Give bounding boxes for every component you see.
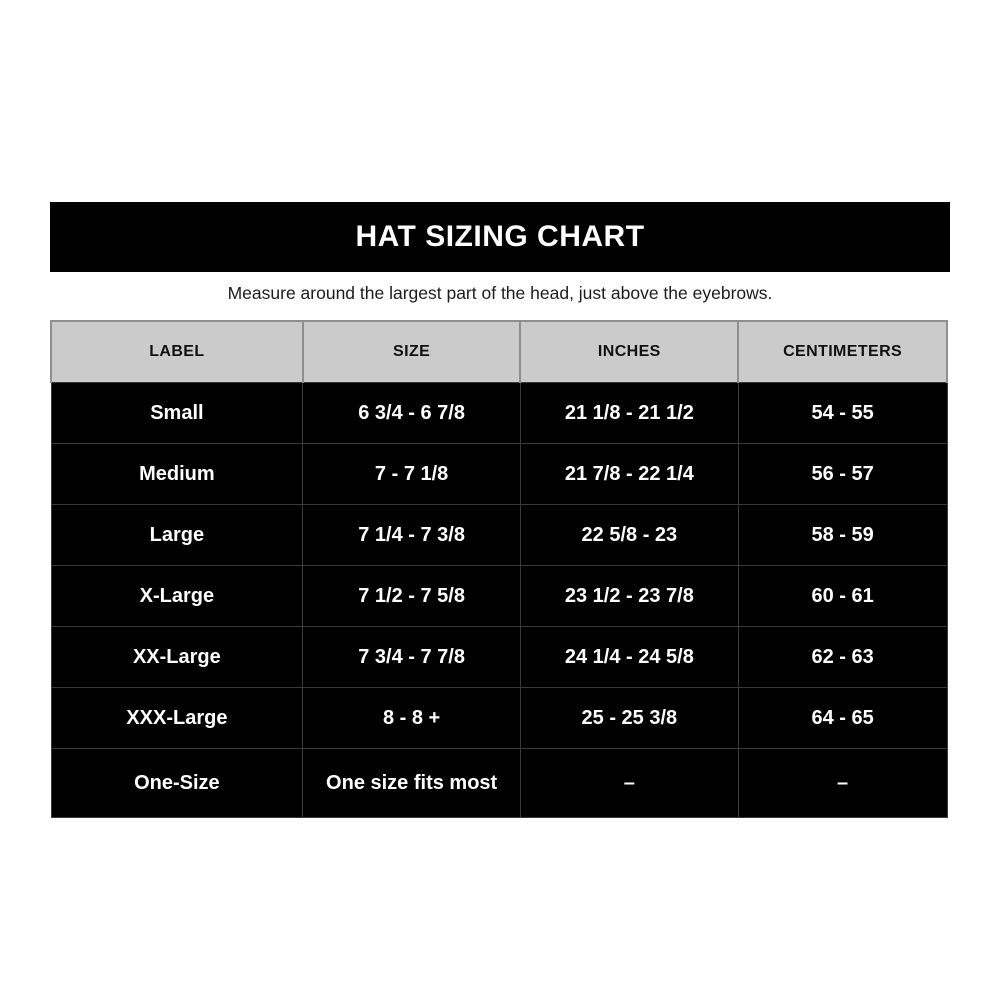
table-row-medium: Medium 7 - 7 1/8 21 7/8 - 22 1/4 56 - 57 <box>50 443 948 505</box>
measurement-instructions: Measure around the largest part of the h… <box>227 283 773 303</box>
table-cell: 64 - 65 <box>737 687 948 749</box>
table-cell: Medium <box>50 443 304 505</box>
table-cell: Large <box>50 504 304 566</box>
table-row-one-size: One-Size One size fits most – – <box>50 748 948 818</box>
table-cell: 21 1/8 - 21 1/2 <box>519 382 739 444</box>
chart-title: HAT SIZING CHART <box>355 220 645 253</box>
table-cell: X-Large <box>50 565 304 627</box>
table-cell: 58 - 59 <box>737 504 948 566</box>
table-header-row: LABEL SIZE INCHES CENTIMETERS <box>50 320 948 383</box>
table-cell: XXX-Large <box>50 687 304 749</box>
table-row-large: Large 7 1/4 - 7 3/8 22 5/8 - 23 58 - 59 <box>50 504 948 566</box>
column-header-label: LABEL <box>50 320 304 383</box>
table-cell: 7 - 7 1/8 <box>302 443 521 505</box>
table-cell: 8 - 8 + <box>302 687 521 749</box>
table-row-xxx-large: XXX-Large 8 - 8 + 25 - 25 3/8 64 - 65 <box>50 687 948 749</box>
table-cell: – <box>737 748 948 818</box>
table-cell: 23 1/2 - 23 7/8 <box>519 565 739 627</box>
column-header-centimeters: CENTIMETERS <box>737 320 948 383</box>
column-header-size: SIZE <box>301 320 522 383</box>
chart-title-banner: HAT SIZING CHART <box>50 202 950 272</box>
table-cell: One size fits most <box>302 748 521 818</box>
table-cell: 21 7/8 - 22 1/4 <box>519 443 739 505</box>
sizing-table: LABEL SIZE INCHES CENTIMETERS Small 6 3/… <box>50 320 948 818</box>
table-cell: 56 - 57 <box>737 443 948 505</box>
table-row-x-large: X-Large 7 1/2 - 7 5/8 23 1/2 - 23 7/8 60… <box>50 565 948 627</box>
table-cell: 7 1/4 - 7 3/8 <box>302 504 521 566</box>
table-cell: 54 - 55 <box>737 382 948 444</box>
table-cell: 7 3/4 - 7 7/8 <box>302 626 521 688</box>
table-cell: 22 5/8 - 23 <box>519 504 739 566</box>
table-cell: – <box>519 748 739 818</box>
table-cell: One-Size <box>50 748 304 818</box>
table-cell: 7 1/2 - 7 5/8 <box>302 565 521 627</box>
table-cell: 6 3/4 - 6 7/8 <box>302 382 521 444</box>
column-header-inches: INCHES <box>519 320 740 383</box>
table-cell: XX-Large <box>50 626 304 688</box>
table-row-small: Small 6 3/4 - 6 7/8 21 1/8 - 21 1/2 54 -… <box>50 382 948 444</box>
table-cell: 60 - 61 <box>737 565 948 627</box>
table-cell: Small <box>50 382 304 444</box>
table-row-xx-large: XX-Large 7 3/4 - 7 7/8 24 1/4 - 24 5/8 6… <box>50 626 948 688</box>
table-cell: 25 - 25 3/8 <box>519 687 739 749</box>
table-cell: 62 - 63 <box>737 626 948 688</box>
table-cell: 24 1/4 - 24 5/8 <box>519 626 739 688</box>
